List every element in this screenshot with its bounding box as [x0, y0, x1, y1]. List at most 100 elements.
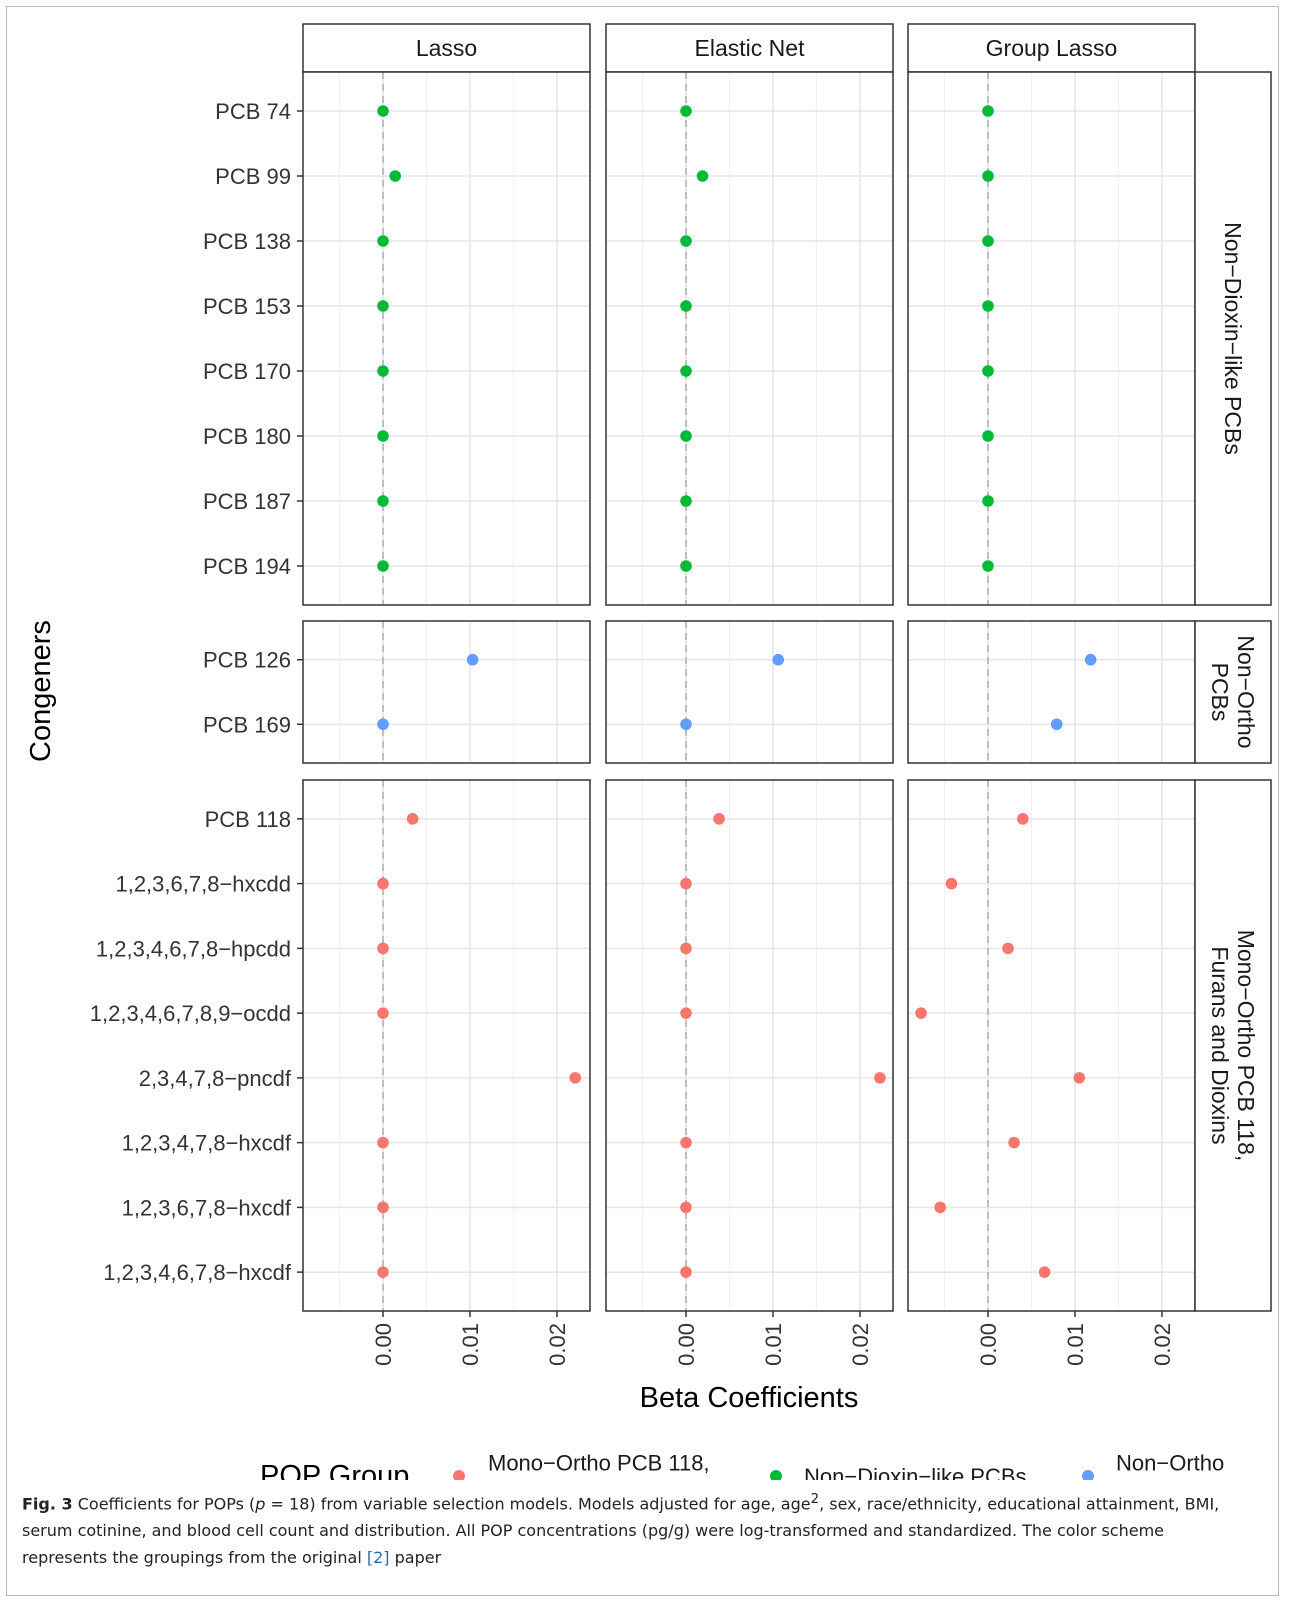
- panel-background: [908, 621, 1195, 763]
- data-point-lasso-pcb-180: [377, 430, 389, 442]
- row-strip: [1194, 620, 1272, 764]
- data-point-elastic-net-pcb-194: [680, 560, 692, 572]
- y-tick-label-pcb-99: PCB 99: [215, 164, 291, 189]
- y-tick-label-pcb-187: PCB 187: [203, 489, 291, 514]
- data-point-group-lasso-pcb-170: [982, 365, 994, 377]
- caption-text: = 18) from variable selection models. Mo…: [265, 1494, 811, 1514]
- legend-label-line: Mono−Ortho PCB 118,: [488, 1451, 710, 1476]
- panel-background: [303, 72, 590, 605]
- legend-layer: POP Group Mono−Ortho PCB 118, Furans and D…: [260, 1451, 1224, 1481]
- legend-label-line: PCBs: [1116, 1478, 1172, 1481]
- y-tick-label-pcb-194: PCB 194: [203, 554, 291, 579]
- axis-layer: PCB 74 PCB 99 PCB 138 PCB 153 PCB 170 PCB 180…: [25, 99, 1175, 1414]
- data-point-elastic-net-pcb-138: [680, 235, 692, 247]
- caption-reference-link[interactable]: [2]: [366, 1548, 390, 1568]
- data-point-elastic-net-1-2-3-4-6-7-8-9-ocdd: [680, 1007, 692, 1019]
- panel-border: [302, 71, 591, 606]
- legend-title: POP Group: [260, 1460, 409, 1480]
- data-point-elastic-net-pcb-180: [680, 430, 692, 442]
- data-point-group-lasso-1-2-3-4-6-7-8-hpcdd: [1002, 942, 1014, 955]
- x-tick-label: 0.02: [1150, 1323, 1175, 1366]
- column-strip-label-elastic-net: Elastic Net: [695, 35, 806, 61]
- data-point-elastic-net-1-2-3-4-6-7-8-hxcdf: [680, 1266, 692, 1278]
- data-point-lasso-pcb-170: [377, 365, 389, 377]
- data-point-lasso-pcb-118: [406, 813, 419, 825]
- data-point-group-lasso-1-2-3-4-6-7-8-9-ocdd: [915, 1007, 927, 1019]
- data-point-elastic-net-1-2-3-4-6-7-8-hpcdd: [680, 942, 692, 955]
- data-point-elastic-net-2-3-4-7-8-pncdf: [874, 1072, 886, 1084]
- panel-background: [908, 72, 1195, 605]
- y-tick-label-pcb-153: PCB 153: [203, 294, 291, 319]
- panel-background: [908, 780, 1195, 1311]
- data-point-lasso-pcb-194: [377, 560, 389, 572]
- data-point-elastic-net-1-2-3-6-7-8-hxcdd: [680, 877, 692, 890]
- x-tick-label: 0.02: [545, 1323, 570, 1366]
- y-tick-label-pcb-180: PCB 180: [203, 424, 291, 449]
- legend-label-line: Non−Dioxin−like PCBs: [804, 1464, 1027, 1480]
- data-point-group-lasso-pcb-99: [982, 170, 994, 182]
- legend-label-line: Non−Ortho: [1116, 1451, 1224, 1476]
- data-point-group-lasso-pcb-153: [982, 300, 994, 312]
- row-strip-label: Non−OrthoPCBs: [1207, 635, 1259, 748]
- data-point-group-lasso-2-3-4-7-8-pncdf: [1073, 1072, 1086, 1084]
- figure-caption: Fig. 3 Coefficients for POPs (p = 18) fr…: [22, 1486, 1267, 1571]
- y-tick-label-pcb-118: PCB 118: [205, 807, 291, 832]
- y-tick-label-pcb-126: PCB 126: [203, 648, 291, 673]
- x-tick-label: 0.02: [848, 1323, 873, 1366]
- data-point-lasso-1-2-3-4-7-8-hxcdf: [377, 1136, 389, 1149]
- data-point-group-lasso-pcb-126: [1084, 653, 1097, 666]
- data-point-lasso-1-2-3-6-7-8-hxcdf: [377, 1201, 389, 1214]
- y-tick-label-1-2-3-4-6-7-8-hxcdf: 1,2,3,4,6,7,8−hxcdf: [103, 1260, 292, 1285]
- data-point-lasso-pcb-99: [389, 170, 401, 182]
- data-point-group-lasso-1-2-3-6-7-8-hxcdf: [934, 1201, 946, 1214]
- data-point-group-lasso-1-2-3-4-7-8-hxcdf: [1008, 1136, 1020, 1149]
- legend-key-non-dioxin-like-pcbs: [770, 1470, 782, 1480]
- panel-background: [606, 72, 893, 605]
- panel-background: [303, 621, 590, 763]
- data-point-group-lasso-1-2-3-4-6-7-8-hxcdf: [1038, 1266, 1051, 1278]
- panel-background: [606, 780, 893, 1311]
- x-tick-label: 0.00: [674, 1323, 699, 1366]
- data-point-group-lasso-pcb-187: [982, 495, 994, 507]
- caption-fig-label: Fig. 3: [22, 1494, 73, 1514]
- row-strip-label: Mono−Ortho PCB 118,Furans and Dioxins: [1207, 930, 1259, 1162]
- figure-frame: [6, 6, 1279, 1596]
- data-point-group-lasso-pcb-180: [982, 430, 994, 442]
- data-point-lasso-1-2-3-4-6-7-8-9-ocdd: [377, 1007, 389, 1019]
- x-axis-title: Beta Coefficients: [640, 1382, 859, 1414]
- y-tick-label-1-2-3-6-7-8-hxcdf: 1,2,3,6,7,8−hxcdf: [122, 1195, 292, 1220]
- data-point-lasso-2-3-4-7-8-pncdf: [569, 1072, 582, 1084]
- data-point-lasso-1-2-3-4-6-7-8-hpcdd: [377, 942, 389, 955]
- panel-border: [605, 620, 894, 764]
- row-strip: [1194, 71, 1272, 606]
- data-point-lasso-1-2-3-6-7-8-hxcdd: [377, 877, 389, 890]
- data-point-lasso-pcb-187: [377, 495, 389, 507]
- x-tick-label: 0.00: [371, 1323, 396, 1366]
- x-tick-label: 0.01: [458, 1323, 483, 1366]
- row-strip-label-line: PCBs: [1207, 663, 1233, 722]
- data-point-group-lasso-pcb-138: [982, 235, 994, 247]
- y-tick-label-1-2-3-6-7-8-hxcdd: 1,2,3,6,7,8−hxcdd: [115, 872, 291, 897]
- row-strip-label-line: Furans and Dioxins: [1207, 946, 1233, 1144]
- data-point-lasso-pcb-138: [377, 235, 389, 247]
- caption-text: represents the groupings from the origin…: [22, 1548, 367, 1568]
- y-tick-label-1-2-3-4-7-8-hxcdf: 1,2,3,4,7,8−hxcdf: [122, 1131, 292, 1156]
- data-point-elastic-net-pcb-187: [680, 495, 692, 507]
- data-point-elastic-net-1-2-3-4-7-8-hxcdf: [680, 1136, 692, 1149]
- caption-text: , sex, race/ethnicity, educational attai…: [819, 1494, 1220, 1514]
- data-point-elastic-net-1-2-3-6-7-8-hxcdf: [680, 1201, 692, 1214]
- data-point-lasso-pcb-74: [377, 105, 389, 117]
- data-point-group-lasso-1-2-3-6-7-8-hxcdd: [945, 877, 958, 890]
- x-tick-label: 0.01: [1063, 1323, 1088, 1366]
- data-point-lasso-pcb-126: [466, 653, 479, 666]
- data-point-elastic-net-pcb-99: [696, 170, 709, 182]
- data-point-lasso-1-2-3-4-6-7-8-hxcdf: [377, 1266, 389, 1278]
- panels-layer: Lasso Elastic Net Group Lasso Non−Dioxin−li…: [302, 23, 1272, 1312]
- caption-text: paper: [389, 1548, 442, 1568]
- legend-label: Non−Ortho PCBs: [1116, 1451, 1224, 1481]
- y-tick-label-pcb-169: PCB 169: [203, 712, 291, 737]
- data-point-elastic-net-pcb-153: [680, 300, 692, 312]
- data-point-elastic-net-pcb-74: [680, 105, 692, 117]
- data-point-elastic-net-pcb-126: [772, 653, 784, 666]
- legend-key-mono-ortho-pcb-118-furans-and-dioxins: [453, 1470, 465, 1480]
